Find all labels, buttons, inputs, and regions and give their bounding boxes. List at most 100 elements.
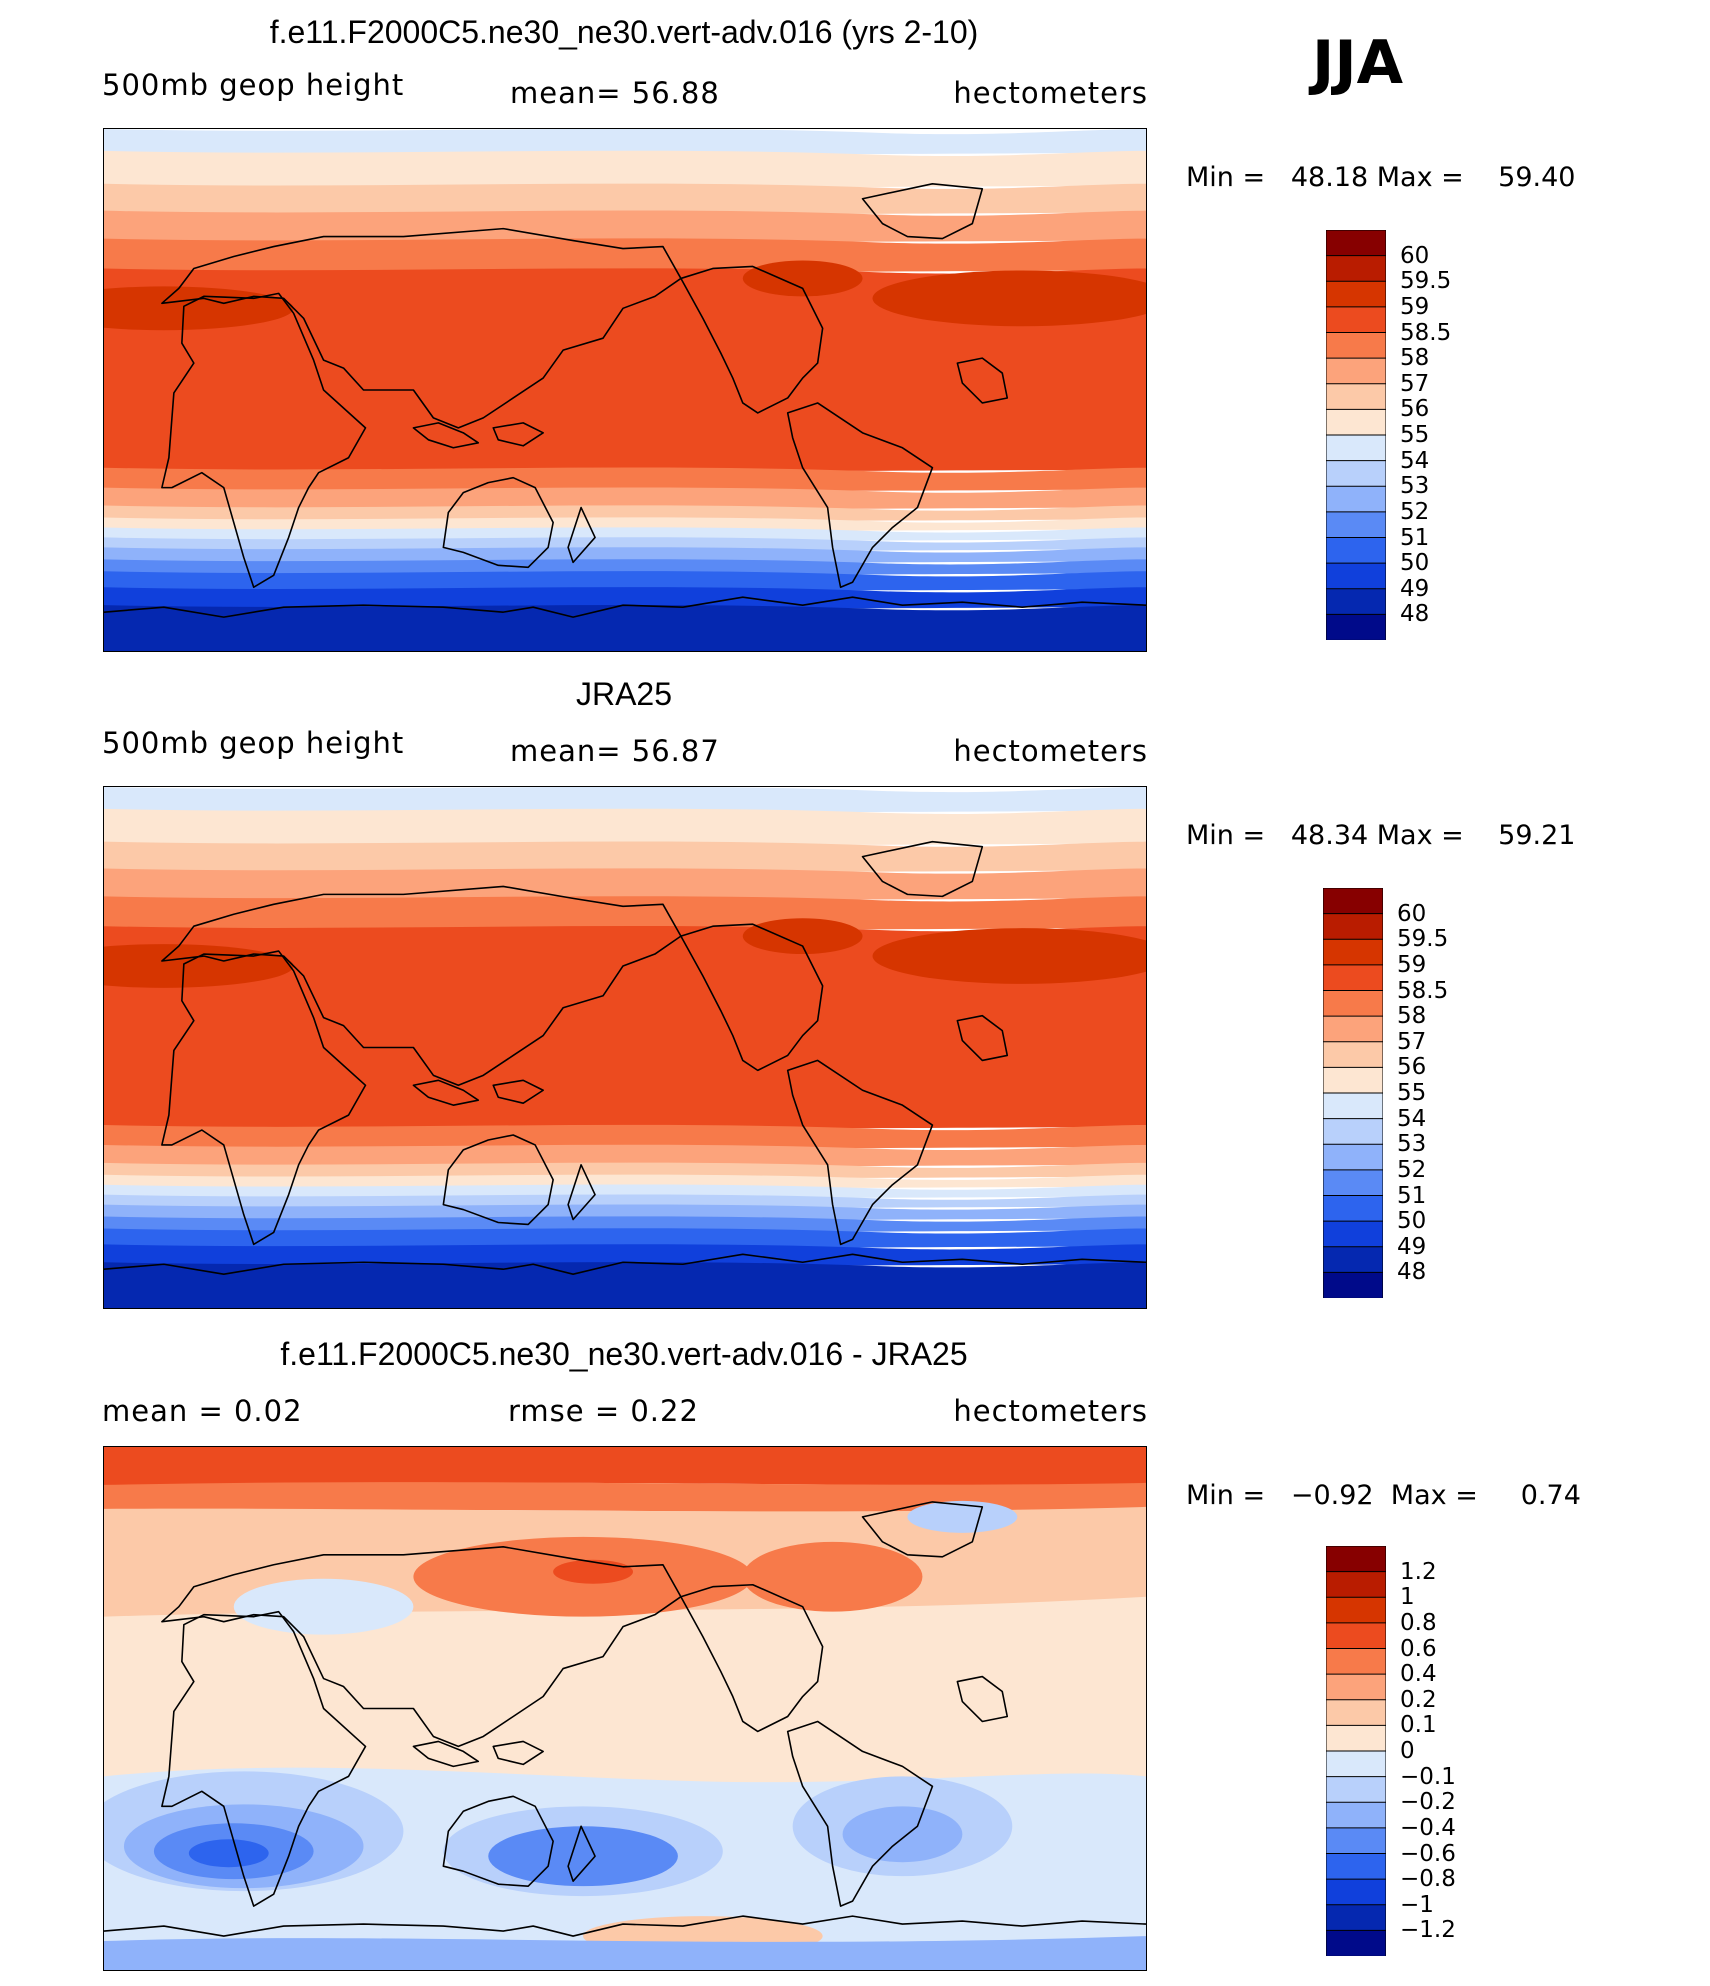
colorbar-swatch bbox=[1323, 1271, 1383, 1298]
colorbar-swatch bbox=[1326, 1673, 1386, 1701]
colorbar-swatch bbox=[1323, 1092, 1383, 1120]
min-label: Min = 48.18 Max = 59.40 bbox=[1186, 162, 1576, 193]
coastline bbox=[786, 1059, 934, 1246]
colorbar-swatch bbox=[1323, 1169, 1383, 1197]
contour-band bbox=[104, 467, 1146, 492]
colorbar-swatch bbox=[1326, 613, 1386, 640]
colorbar-swatch bbox=[1326, 1776, 1386, 1804]
coastline bbox=[492, 1079, 544, 1104]
colorbar-tick-label: 53 bbox=[1397, 1131, 1427, 1158]
units-label: hectometers bbox=[953, 1394, 1148, 1428]
colorbar-tick-label: −0.1 bbox=[1400, 1763, 1456, 1790]
contour-band bbox=[104, 1447, 1146, 1487]
contour-band bbox=[104, 1216, 1146, 1233]
coastline bbox=[680, 265, 824, 414]
colorbar-tick-label: 0.4 bbox=[1400, 1661, 1437, 1688]
min-value: 48.18 bbox=[1290, 162, 1369, 193]
colorbar-swatch bbox=[1323, 1015, 1383, 1043]
colorbar-swatch bbox=[1326, 332, 1386, 360]
colorbar-tick-label: 51 bbox=[1400, 524, 1430, 551]
colorbar-swatch bbox=[1326, 1622, 1386, 1650]
coastline bbox=[492, 1740, 544, 1766]
colorbar-tick-label: 52 bbox=[1400, 498, 1430, 525]
contour-band bbox=[104, 1124, 1146, 1149]
contour-band bbox=[104, 1244, 1146, 1267]
colorbar-swatch bbox=[1323, 1195, 1383, 1223]
colorbar-tick-label: 60 bbox=[1400, 242, 1430, 269]
colorbar-tick-label: 0.6 bbox=[1400, 1635, 1437, 1662]
contour-band bbox=[104, 841, 1146, 873]
colorbar-swatch bbox=[1323, 1143, 1383, 1171]
contour-band bbox=[104, 1184, 1146, 1199]
colorbar-tick-label: 56 bbox=[1397, 1054, 1427, 1081]
colorbar-tick-label: 50 bbox=[1397, 1208, 1427, 1235]
colorbar-swatch bbox=[1323, 1118, 1383, 1146]
colorbar-swatch bbox=[1323, 1246, 1383, 1274]
max-value: 59.40 bbox=[1498, 162, 1576, 193]
coastline bbox=[956, 1675, 1009, 1723]
coastline bbox=[442, 476, 554, 569]
coastline bbox=[956, 357, 1009, 404]
coastline bbox=[412, 422, 480, 449]
contour-band bbox=[104, 787, 1146, 813]
contour-band bbox=[104, 150, 1146, 188]
colorbar: 60 59.5 59 58.5 58 57 56 55 54 53 52 51 50 49 48 bbox=[1323, 888, 1448, 1298]
colorbar-tick-label: −0.8 bbox=[1400, 1866, 1456, 1893]
map-panel-model bbox=[103, 128, 1147, 652]
contour-band bbox=[104, 487, 1146, 510]
colorbar-swatch bbox=[1323, 990, 1383, 1018]
coastline bbox=[161, 292, 367, 589]
contour-band bbox=[104, 1262, 1146, 1308]
units-label: hectometers bbox=[953, 734, 1148, 768]
colorbar-tick-label: 59.5 bbox=[1397, 926, 1449, 953]
colorbar-tick-label: 54 bbox=[1400, 447, 1430, 474]
colorbar-tick-label: 1.2 bbox=[1400, 1558, 1437, 1585]
contour-band bbox=[104, 1228, 1146, 1249]
coastline bbox=[412, 1079, 480, 1106]
coastline bbox=[161, 227, 682, 429]
colorbar-tick-label: 58.5 bbox=[1397, 977, 1449, 1004]
contour-band bbox=[104, 129, 1146, 155]
coastline bbox=[161, 1546, 682, 1748]
colorbar-swatch bbox=[1326, 588, 1386, 616]
colorbar-swatch bbox=[1326, 434, 1386, 462]
colorbar-swatch bbox=[1326, 383, 1386, 411]
contour-band bbox=[104, 505, 1146, 522]
colorbar-swatch bbox=[1326, 306, 1386, 334]
coastline bbox=[861, 1501, 984, 1558]
colorbar-swatch bbox=[1323, 1220, 1383, 1248]
colorbar-swatch bbox=[1323, 938, 1383, 966]
coastline bbox=[861, 840, 984, 898]
colorbar-swatch bbox=[1326, 230, 1386, 257]
colorbar-tick-label: 0.2 bbox=[1400, 1686, 1437, 1713]
colorbar-swatch bbox=[1326, 1750, 1386, 1778]
coastline bbox=[442, 1795, 554, 1887]
colorbar-tick-label: 59.5 bbox=[1400, 268, 1452, 295]
rmse-label: rmse = 0.22 bbox=[508, 1394, 699, 1428]
colorbar-tick-label: −0.6 bbox=[1400, 1840, 1456, 1867]
contour-band bbox=[104, 1194, 1146, 1209]
colorbar-tick-label: 48 bbox=[1400, 601, 1430, 628]
coastline bbox=[956, 1014, 1009, 1062]
coastline bbox=[567, 1825, 596, 1882]
contour-band bbox=[104, 1204, 1146, 1221]
coastline bbox=[412, 1740, 480, 1768]
map-panel-difference bbox=[103, 1446, 1147, 1971]
colorbar-tick-label: 59 bbox=[1397, 951, 1427, 978]
contour-band bbox=[907, 1500, 1018, 1533]
contour-band bbox=[104, 1144, 1146, 1167]
coastline bbox=[680, 923, 824, 1072]
coastline bbox=[161, 885, 682, 1087]
contour-band bbox=[104, 808, 1146, 846]
colorbar-swatch bbox=[1326, 537, 1386, 565]
colorbar-swatch bbox=[1323, 1066, 1383, 1094]
colorbar-swatch bbox=[1326, 1699, 1386, 1727]
field-label: 500mb geop height bbox=[102, 68, 405, 102]
colorbar-tick-label: 60 bbox=[1397, 900, 1427, 927]
colorbar-tick-label: 56 bbox=[1400, 396, 1430, 423]
colorbar-swatch bbox=[1326, 562, 1386, 590]
colorbar-swatch bbox=[1326, 1724, 1386, 1752]
contour-band bbox=[842, 1806, 963, 1863]
colorbar-tick-label: 49 bbox=[1397, 1233, 1427, 1260]
colorbar-swatch bbox=[1326, 1827, 1386, 1855]
